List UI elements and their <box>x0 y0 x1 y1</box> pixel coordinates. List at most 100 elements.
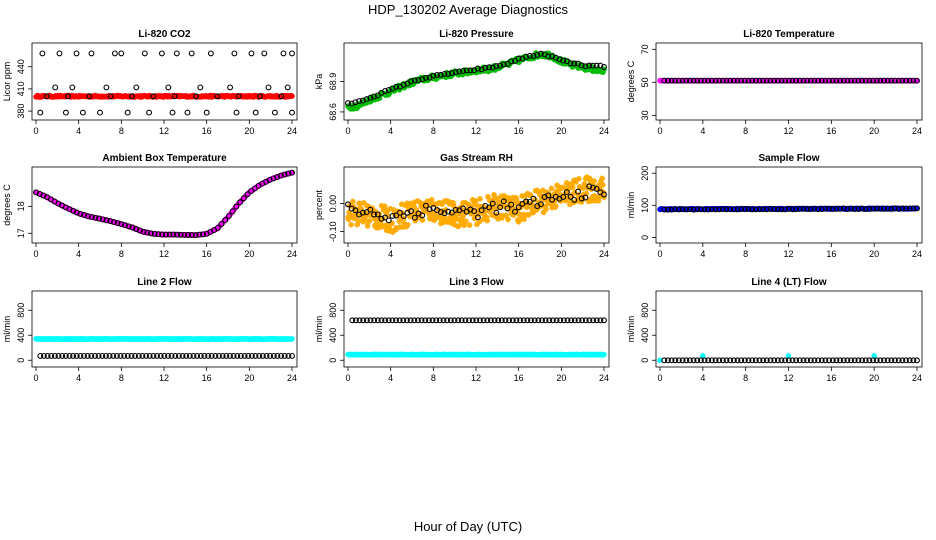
data-point <box>118 221 125 228</box>
data-point <box>289 93 295 99</box>
data-point <box>367 94 374 101</box>
series-0 <box>345 174 607 235</box>
data-point <box>597 62 604 69</box>
y-tick-label: 100 <box>640 198 650 213</box>
data-point <box>686 77 693 84</box>
data-point <box>793 77 800 84</box>
data-point <box>110 219 117 226</box>
data-point <box>760 77 767 84</box>
x-tick-label: 16 <box>514 373 524 383</box>
data-point <box>697 77 704 84</box>
data-point <box>52 84 59 91</box>
panel-0: Li-820 CO2 Licor ppm 0 4 8 12 16 20 24 380 410 440 <box>2 29 298 136</box>
data-point <box>877 77 884 84</box>
x-tick-label: 0 <box>345 126 350 136</box>
x-tick-label: 20 <box>244 373 254 383</box>
x-tick-label: 12 <box>471 249 481 259</box>
y-axis-label: kPa <box>314 74 324 90</box>
y-tick-label: 400 <box>640 328 650 343</box>
plot-frame <box>343 42 610 121</box>
data-point <box>756 77 763 84</box>
data-point <box>385 217 392 224</box>
data-point <box>545 53 552 60</box>
y-tick-label: 30 <box>640 110 650 120</box>
data-point <box>600 182 606 188</box>
data-point <box>455 223 462 230</box>
panel-title: Li-820 Temperature <box>743 29 835 40</box>
data-point <box>437 71 444 78</box>
y-tick-label: -0.10 <box>328 221 338 242</box>
series-1 <box>345 50 607 107</box>
y-axis-label: degrees C <box>626 60 636 102</box>
data-point <box>778 77 785 84</box>
panel-title: Ambient Box Temperature <box>102 153 227 164</box>
data-point <box>593 62 600 69</box>
data-point <box>430 72 437 79</box>
x-tick-label: 0 <box>33 249 38 259</box>
data-point <box>829 77 836 84</box>
data-point <box>159 231 166 238</box>
plot-frame <box>31 42 298 121</box>
x-tick-label: 8 <box>743 126 748 136</box>
data-point <box>500 61 507 68</box>
data-point <box>99 216 106 223</box>
data-point <box>84 213 91 220</box>
data-point <box>73 50 80 57</box>
data-point <box>661 77 668 84</box>
data-point <box>235 93 242 100</box>
x-tick-label: 24 <box>287 373 297 383</box>
data-point <box>400 81 407 88</box>
x-tick-label: 24 <box>287 126 297 136</box>
data-point <box>133 84 140 91</box>
x-tick-label: 16 <box>514 249 524 259</box>
y-tick-label: 18 <box>16 201 26 211</box>
panel-title: Line 2 Flow <box>137 277 192 288</box>
data-point <box>552 203 559 209</box>
data-point <box>493 63 500 70</box>
data-point <box>207 50 214 57</box>
x-tick-label: 4 <box>388 373 393 383</box>
data-point <box>785 77 792 84</box>
data-point <box>741 77 748 84</box>
y-axis-label: ml/min <box>626 316 636 343</box>
series-1 <box>37 352 295 359</box>
data-point <box>96 215 103 222</box>
x-tick-label: 12 <box>159 249 169 259</box>
data-point <box>448 70 455 76</box>
data-point <box>169 109 176 116</box>
x-tick-label: 24 <box>912 373 922 383</box>
data-point <box>526 52 533 59</box>
data-point <box>844 77 851 84</box>
y-tick-label: 68.6 <box>328 103 338 121</box>
data-point <box>752 77 759 84</box>
x-tick-label: 16 <box>826 373 836 383</box>
data-point <box>382 88 389 94</box>
data-point <box>727 77 734 84</box>
data-point <box>734 77 741 84</box>
x-tick-label: 16 <box>514 126 524 136</box>
data-point <box>675 77 682 84</box>
data-point <box>730 77 737 84</box>
data-point <box>589 62 596 69</box>
data-point <box>352 99 359 106</box>
data-point <box>571 60 578 67</box>
series-1 <box>349 317 607 324</box>
x-tick-label: 20 <box>244 249 254 259</box>
plot-frame <box>655 166 923 244</box>
data-point <box>188 232 195 238</box>
data-point <box>694 77 701 84</box>
data-point <box>683 77 690 84</box>
data-point <box>289 109 295 116</box>
data-point <box>371 93 377 100</box>
panel-6: Line 2 Flow ml/min 0 4 8 12 16 20 24 0 400 800 <box>2 277 298 383</box>
data-point <box>173 50 180 57</box>
data-point <box>556 56 563 63</box>
data-point <box>381 203 388 209</box>
x-tick-label: 12 <box>159 373 169 383</box>
data-point <box>767 77 774 84</box>
panel-title: Li-820 Pressure <box>439 29 514 40</box>
data-point <box>237 199 244 206</box>
data-point <box>419 76 426 83</box>
data-point <box>171 93 178 100</box>
